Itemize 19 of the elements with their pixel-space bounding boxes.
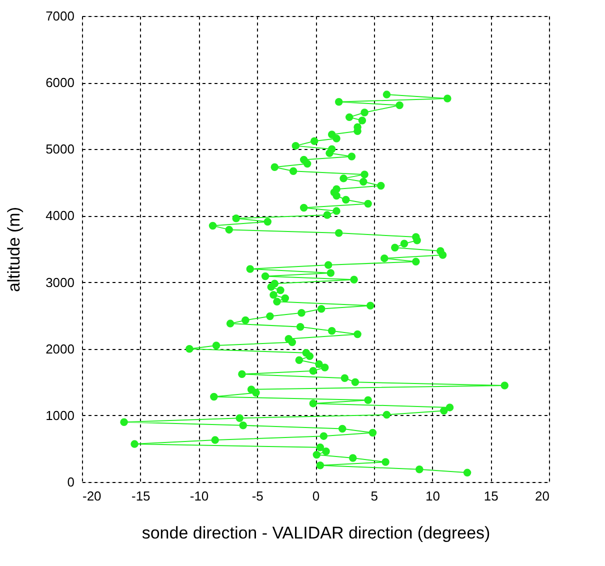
y-tick-label: 2000 [46, 341, 74, 356]
x-tick-label: -20 [82, 488, 102, 504]
x-tick-label: 10 [426, 488, 440, 504]
y-axis-title: altitude (m) [4, 206, 24, 292]
y-tick-label: 0 [67, 474, 74, 490]
y-tick-label: 6000 [46, 75, 74, 90]
y-tick-label: 1000 [46, 408, 74, 423]
x-tick-label: 15 [484, 488, 498, 504]
x-axis-title: sonde direction - VALIDAR direction (degrees) [142, 524, 490, 542]
x-tick-label: 5 [370, 488, 378, 504]
x-tick-label: 20 [535, 488, 550, 504]
x-tick-label: -15 [131, 488, 150, 504]
x-tick-label: 0 [312, 488, 320, 504]
y-tick-label: 3000 [46, 274, 74, 290]
y-tick-label: 4000 [46, 208, 74, 224]
y-tick-label: 7000 [46, 8, 74, 24]
x-tick-label: -10 [190, 488, 209, 504]
y-tick-label: 5000 [46, 142, 74, 157]
x-tick-label: -5 [252, 488, 264, 504]
